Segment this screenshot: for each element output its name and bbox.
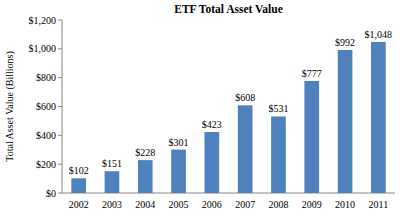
y-axis-label: Total Asset Value (Billions) xyxy=(4,51,16,162)
y-tick xyxy=(58,48,62,49)
data-label: $102 xyxy=(69,165,89,176)
bar xyxy=(371,42,386,193)
chart-title: ETF Total Asset Value xyxy=(174,3,283,15)
y-tick-label: $400 xyxy=(36,130,56,141)
data-label: $777 xyxy=(302,68,322,79)
x-tick-label: 2007 xyxy=(235,199,255,210)
data-label: $423 xyxy=(202,119,222,130)
y-tick xyxy=(58,193,62,194)
x-tick-label: 2006 xyxy=(202,199,222,210)
bar xyxy=(138,160,153,193)
x-tick-label: 2009 xyxy=(302,199,322,210)
y-tick xyxy=(58,164,62,165)
data-label: $301 xyxy=(169,137,189,148)
bar xyxy=(304,81,319,193)
x-tick-label: 2002 xyxy=(69,199,89,210)
bars-group xyxy=(71,42,385,193)
bar xyxy=(205,132,220,193)
x-tick-label: 2008 xyxy=(268,199,288,210)
data-label: $151 xyxy=(102,158,122,169)
data-label: $1,048 xyxy=(365,29,393,40)
y-tick xyxy=(58,20,62,21)
bar xyxy=(105,171,120,193)
y-tick xyxy=(58,77,62,78)
y-axis-line xyxy=(62,20,63,193)
y-tick-label: $200 xyxy=(36,159,56,170)
y-tick-label: $1,200 xyxy=(29,15,57,26)
data-label: $992 xyxy=(335,37,355,48)
bar xyxy=(238,105,253,193)
data-label: $608 xyxy=(235,92,255,103)
bar xyxy=(71,178,86,193)
bar xyxy=(171,150,186,193)
y-tick-label: $800 xyxy=(36,72,56,83)
y-tick-label: $0 xyxy=(46,188,56,199)
chart-container: ETF Total Asset Value Total Asset Value (… xyxy=(0,0,400,221)
y-tick xyxy=(58,135,62,136)
chart-svg: ETF Total Asset Value Total Asset Value (… xyxy=(0,0,400,221)
x-tick-label: 2005 xyxy=(169,199,189,210)
y-tick xyxy=(58,106,62,107)
bar xyxy=(271,116,286,193)
x-tick-label: 2004 xyxy=(135,199,155,210)
x-tick-label: 2011 xyxy=(369,199,389,210)
y-tick-label: $1,000 xyxy=(29,43,57,54)
data-label: $531 xyxy=(268,103,288,114)
y-tick-label: $600 xyxy=(36,101,56,112)
x-tick-label: 2003 xyxy=(102,199,122,210)
bar xyxy=(338,50,353,193)
data-label: $228 xyxy=(135,147,155,158)
x-tick-label: 2010 xyxy=(335,199,355,210)
